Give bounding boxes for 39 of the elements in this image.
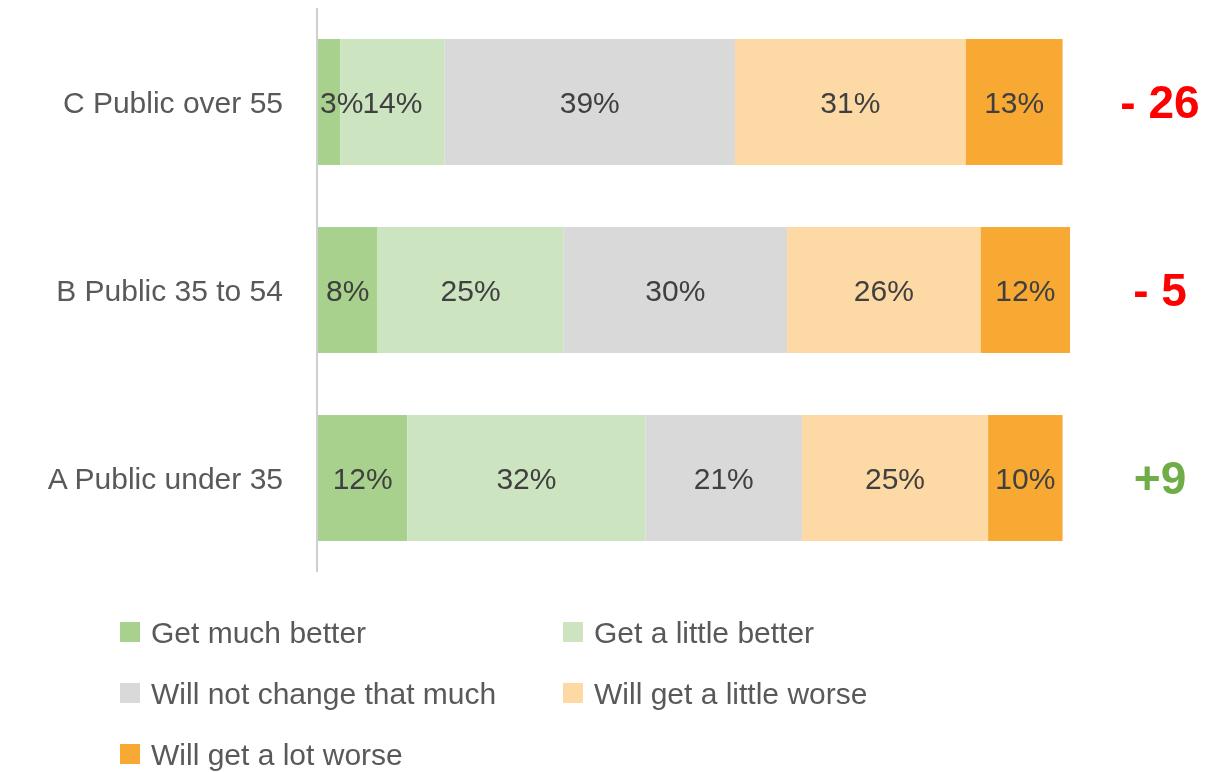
bar <box>563 227 788 353</box>
data-label: 3% <box>320 85 364 119</box>
bar <box>444 39 735 165</box>
bar <box>980 227 1070 353</box>
data-label: 39% <box>559 85 620 119</box>
legend-label: Get much better <box>151 615 367 649</box>
data-label: 10% <box>995 461 1056 495</box>
data-label: 26% <box>853 273 914 307</box>
data-label: 30% <box>645 273 706 307</box>
legend-label: Will not change that much <box>151 676 497 710</box>
bar <box>377 227 564 353</box>
bar <box>965 39 1063 165</box>
data-label: 25% <box>440 273 501 307</box>
text: +9 <box>1133 452 1187 505</box>
bar <box>787 227 981 353</box>
data-label: 12% <box>332 461 393 495</box>
y-tick-label: C Public over 55 <box>62 85 283 119</box>
legend-label: Will get a little worse <box>594 676 868 710</box>
data-label: 12% <box>995 273 1056 307</box>
y-tick-label: A Public under 35 <box>47 461 283 495</box>
data-label: 31% <box>820 85 881 119</box>
bar <box>645 415 802 541</box>
bar <box>318 227 378 353</box>
legend-label: Get a little better <box>594 615 815 649</box>
text: - 5 <box>1133 264 1187 317</box>
data-label: 13% <box>984 85 1045 119</box>
data-label: 21% <box>693 461 754 495</box>
text: - 26 <box>1120 76 1200 129</box>
bar <box>734 39 966 165</box>
y-tick-label: B Public 35 to 54 <box>56 273 283 307</box>
bar <box>988 415 1063 541</box>
bar <box>801 415 989 541</box>
data-label: 14% <box>362 85 423 119</box>
data-label: 25% <box>865 461 926 495</box>
data-label: 8% <box>326 273 370 307</box>
data-label: 32% <box>496 461 557 495</box>
legend-label: Will get a lot worse <box>151 737 403 771</box>
bar <box>318 415 408 541</box>
bar <box>407 415 646 541</box>
